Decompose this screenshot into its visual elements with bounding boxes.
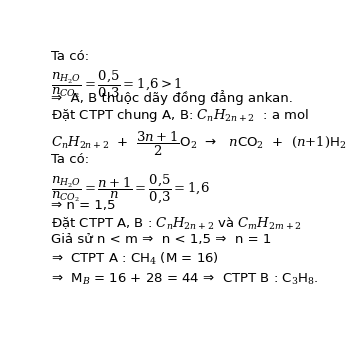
Text: $\dfrac{n_{H_2O}}{n_{CO_2}} = \dfrac{n+1}{n} = \dfrac{0{,}5}{0{,}3} =1{,}6$: $\dfrac{n_{H_2O}}{n_{CO_2}} = \dfrac{n+1… (51, 173, 210, 205)
Text: Ta có:: Ta có: (51, 50, 89, 63)
Text: Đặt CTPT chung A, B: $C_nH_{2n+2}$  : a mol: Đặt CTPT chung A, B: $C_nH_{2n+2}$ : a m… (51, 107, 309, 124)
Text: Giả sử n < m ⇒  n < 1,5 ⇒  n = 1: Giả sử n < m ⇒ n < 1,5 ⇒ n = 1 (51, 233, 272, 245)
Text: $\dfrac{n_{H_2O}}{n_{CO_2}} = \dfrac{0{,}5}{0{,}3} =1{,}6 >1$: $\dfrac{n_{H_2O}}{n_{CO_2}} = \dfrac{0{,… (51, 68, 182, 101)
Text: Ta có:: Ta có: (51, 153, 89, 166)
Text: Đặt CTPT A, B : $C_nH_{2n+2}$ và $C_mH_{2m+2}$: Đặt CTPT A, B : $C_nH_{2n+2}$ và $C_mH_{… (51, 216, 302, 232)
Text: ⇒  A, B thuộc dãy đồng đẳng ankan.: ⇒ A, B thuộc dãy đồng đẳng ankan. (51, 90, 293, 105)
Text: ⇒ n = 1,5: ⇒ n = 1,5 (51, 199, 116, 212)
Text: ⇒  M$_B$ = 16 + 28 = 44 ⇒  CTPT B : C$_3$H$_8$.: ⇒ M$_B$ = 16 + 28 = 44 ⇒ CTPT B : C$_3$H… (51, 272, 319, 287)
Text: ⇒  CTPT A : CH$_4$ (M = 16): ⇒ CTPT A : CH$_4$ (M = 16) (51, 251, 219, 267)
Text: $C_nH_{2n+2}$  +  $\dfrac{3n+1}{2}$O$_2$  →   $n$CO$_2$  +  $(n{+}1)$H$_2$O: $C_nH_{2n+2}$ + $\dfrac{3n+1}{2}$O$_2$ →… (51, 129, 346, 158)
